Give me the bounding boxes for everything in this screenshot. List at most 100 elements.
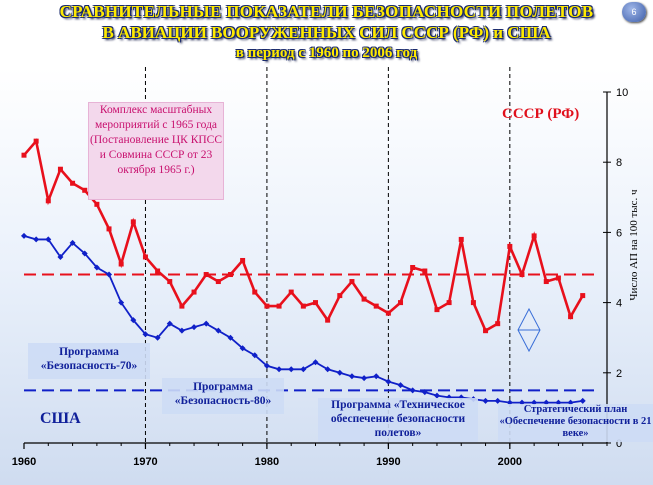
data-point-ussr-1975 <box>203 272 209 278</box>
data-point-ussr-1971 <box>155 268 161 274</box>
data-point-ussr-1978 <box>240 257 246 263</box>
data-point-ussr-1960 <box>21 152 27 158</box>
series-label-ussr: СССР (РФ) <box>502 106 580 122</box>
data-point-usa-1993 <box>421 389 428 396</box>
data-point-ussr-1984 <box>313 300 318 306</box>
annotation-program-80: Программа «Безопасность-80» <box>162 378 284 414</box>
data-point-usa-1982 <box>288 366 295 373</box>
data-point-usa-1962 <box>45 236 52 243</box>
x-tick-label-1980: 1980 <box>255 456 279 468</box>
data-point-ussr-2001 <box>519 272 525 278</box>
data-point-usa-1967 <box>106 271 113 278</box>
data-point-usa-1973 <box>178 327 185 334</box>
data-point-ussr-1961 <box>33 138 39 144</box>
data-point-ussr-1996 <box>458 236 464 242</box>
data-point-usa-1970 <box>142 331 149 338</box>
chart-title-line1: СРАВНИТЕЛЬНЫЕ ПОКАЗАТЕЛИ БЕЗОПАСНОСТИ ПО… <box>59 2 594 21</box>
y-axis-label: Число АП на 100 тыс. ч <box>628 189 640 301</box>
data-point-ussr-1965 <box>82 187 88 193</box>
data-point-usa-1968 <box>118 299 125 306</box>
data-point-ussr-1986 <box>337 293 343 299</box>
data-point-ussr-1973 <box>179 303 185 309</box>
data-point-ussr-1994 <box>434 307 440 313</box>
data-point-ussr-1980 <box>264 303 270 309</box>
data-point-usa-1989 <box>373 373 380 380</box>
data-point-ussr-1981 <box>276 303 282 309</box>
data-point-ussr-1983 <box>300 303 306 309</box>
data-point-usa-1994 <box>433 392 440 399</box>
data-point-usa-1999 <box>494 397 501 404</box>
data-point-ussr-1999 <box>495 321 501 327</box>
data-point-ussr-1992 <box>410 265 416 270</box>
slide-number-badge: 6 <box>622 2 646 22</box>
data-point-usa-1984 <box>312 359 319 366</box>
data-point-ussr-1963 <box>57 166 63 172</box>
data-point-usa-1990 <box>385 378 392 385</box>
data-point-usa-1971 <box>154 334 161 341</box>
chart-title-line2: В АВИАЦИИ ВООРУЖЕННЫХ СИЛ СССР (РФ) и СШ… <box>102 23 551 42</box>
data-point-usa-1992 <box>409 387 416 394</box>
data-point-usa-1969 <box>130 317 137 324</box>
data-point-usa-1961 <box>33 236 40 243</box>
x-tick-label-2000: 2000 <box>498 456 522 468</box>
data-point-ussr-1967 <box>106 226 112 232</box>
data-point-usa-1965 <box>81 250 88 257</box>
data-point-usa-1981 <box>276 366 283 373</box>
data-point-usa-1974 <box>191 324 198 331</box>
data-point-ussr-2000 <box>507 243 513 249</box>
annotation-program-70: Программа «Безопасность-70» <box>28 343 150 379</box>
data-point-ussr-1968 <box>118 261 124 267</box>
data-point-usa-1976 <box>215 327 222 334</box>
data-point-usa-1963 <box>57 253 64 260</box>
y-tick-label-0: 0 <box>616 438 622 450</box>
data-point-ussr-1974 <box>191 289 197 295</box>
y-tick-label-10: 10 <box>616 87 628 99</box>
data-point-usa-1988 <box>361 375 368 382</box>
annotation-program-tech: Программа «Техническое обеспечение безоп… <box>318 398 478 442</box>
data-point-ussr-1987 <box>349 279 355 285</box>
data-point-ussr-1969 <box>130 219 136 225</box>
data-point-usa-1998 <box>482 397 489 404</box>
data-point-ussr-2002 <box>531 233 537 239</box>
data-point-ussr-2006 <box>580 293 586 299</box>
data-point-ussr-1976 <box>215 279 221 285</box>
data-point-usa-1978 <box>239 345 246 352</box>
data-point-usa-1964 <box>69 239 76 246</box>
data-point-usa-1979 <box>251 352 258 359</box>
x-tick-label-1960: 1960 <box>12 456 36 468</box>
data-point-ussr-1997 <box>470 300 476 306</box>
data-point-ussr-1964 <box>70 180 76 186</box>
y-tick-label-2: 2 <box>616 368 622 380</box>
data-point-usa-1983 <box>300 366 307 373</box>
data-point-ussr-1979 <box>252 289 258 295</box>
data-point-usa-1977 <box>227 334 234 341</box>
data-point-usa-1986 <box>336 369 343 376</box>
data-point-usa-1960 <box>21 232 27 239</box>
data-point-ussr-2005 <box>568 314 574 320</box>
y-tick-label-4: 4 <box>616 298 622 310</box>
decorative-diamond-icon <box>517 307 541 353</box>
data-point-ussr-1966 <box>94 201 100 207</box>
data-point-ussr-1988 <box>361 296 367 302</box>
data-point-ussr-1991 <box>398 300 404 306</box>
y-tick-label-6: 6 <box>616 227 622 239</box>
data-point-ussr-1972 <box>167 279 173 285</box>
data-point-usa-1966 <box>93 264 100 271</box>
data-point-usa-1987 <box>348 373 355 380</box>
data-point-ussr-1977 <box>227 272 233 278</box>
data-point-ussr-1962 <box>45 198 51 204</box>
data-point-usa-1985 <box>324 366 331 373</box>
data-point-ussr-2004 <box>555 275 561 281</box>
data-point-ussr-1993 <box>422 268 428 274</box>
data-point-ussr-2003 <box>543 279 549 285</box>
annotation-1965-measures: Комплекс масштабных мероприятий с 1965 г… <box>88 102 224 200</box>
data-point-ussr-1970 <box>142 254 148 260</box>
data-point-usa-1991 <box>397 382 404 389</box>
data-point-ussr-1998 <box>483 328 489 334</box>
data-point-usa-1972 <box>166 320 173 327</box>
chart-title-line3: в период с 1960 по 2006 год <box>235 45 418 61</box>
x-tick-label-1990: 1990 <box>376 456 400 468</box>
x-tick-label-1970: 1970 <box>133 456 157 468</box>
data-point-usa-2006 <box>579 397 586 404</box>
data-point-ussr-1982 <box>288 289 294 295</box>
